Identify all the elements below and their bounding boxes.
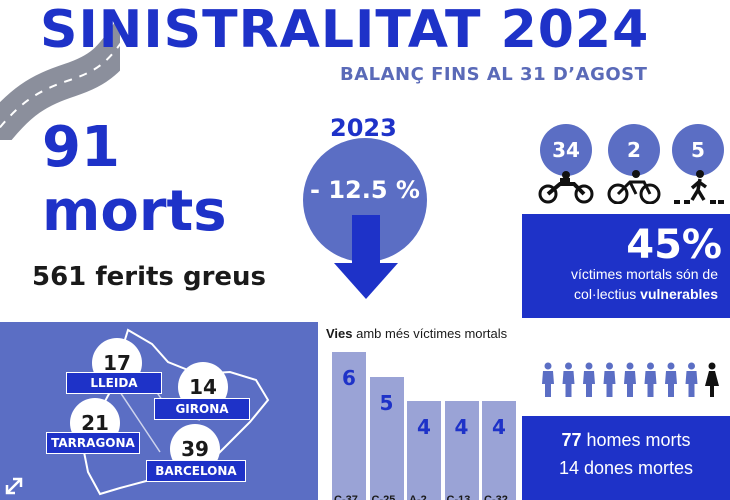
injured-count: 561 ferits greus	[32, 262, 267, 292]
pedestrian-count: 5	[672, 124, 724, 176]
roads-title-bold: Vies	[326, 326, 353, 341]
motorcycle-icon	[538, 171, 594, 204]
arrow-down-icon	[334, 215, 398, 299]
woman-icon	[705, 362, 719, 397]
bar-c-32	[482, 401, 516, 500]
expand-icon[interactable]	[4, 476, 24, 496]
man-icon	[665, 362, 677, 397]
province-map-panel: 17 LLEIDA 14 GIRONA 21 TARRAGONA 39 BARC…	[0, 322, 318, 500]
road-illustration	[0, 20, 120, 140]
bar-category-label: C-25	[371, 494, 396, 500]
bar-c-25	[369, 376, 404, 500]
man-icon	[685, 362, 698, 397]
men-number: 77	[561, 430, 582, 450]
man-icon	[583, 362, 595, 397]
man-icon	[603, 362, 616, 397]
roads-bar-chart: 6 C-37 5 C-25 4 A-2 4 C-13 4 C-32	[332, 344, 520, 500]
bar-value-label: 4	[454, 415, 469, 440]
man-icon	[542, 362, 554, 397]
roads-title-rest: amb més víctimes mortals	[352, 326, 508, 341]
comparison-year: 2023	[330, 114, 397, 142]
bicycle-icon	[607, 170, 661, 204]
page-subtitle: BALANÇ FINS AL 31 D’AGOST	[340, 64, 648, 85]
bar-c-13	[444, 401, 479, 500]
men-label: homes morts	[581, 430, 691, 450]
bicycle-count: 2	[608, 124, 660, 176]
gender-women: 14 dones mortes	[558, 458, 694, 478]
pedestrian-icon	[674, 170, 724, 204]
bar-category-label: A-2	[409, 494, 427, 500]
roads-chart-title: Vies amb més víctimes mortals	[326, 326, 507, 341]
vulnerable-text-bold: vulnerables	[640, 286, 718, 302]
vulnerable-text-line1: víctimes mortals són de	[570, 266, 718, 282]
bar-a-2	[407, 401, 441, 500]
vulnerable-panel: 45% víctimes mortals són de col·lectius …	[522, 214, 730, 318]
province-girona-label: GIRONA	[154, 398, 250, 420]
bar-category-label: C-37	[334, 494, 358, 500]
man-icon	[562, 362, 575, 397]
bar-c-37	[332, 352, 366, 500]
bar-category-label: C-13	[446, 494, 471, 500]
deaths-number: 91	[42, 115, 120, 180]
man-icon	[624, 362, 636, 397]
vulnerable-text-prefix: col·lectius	[574, 286, 641, 302]
vulnerable-text-line2: col·lectius vulnerables	[522, 284, 718, 304]
comparison-change: - 12.5 %	[310, 176, 420, 204]
province-barcelona-label: BARCELONA	[146, 460, 246, 482]
page-title: SINISTRALITAT 2024	[40, 0, 650, 60]
motorcycle-count: 34	[540, 124, 592, 176]
vulnerable-percent: 45%	[626, 222, 722, 268]
bar-value-label: 4	[417, 415, 431, 440]
gender-men: 77 homes morts	[522, 430, 730, 451]
people-icons	[542, 362, 719, 397]
bar-category-label: C-32	[484, 494, 508, 500]
gender-panel: 77 homes morts 14 dones mortes	[522, 416, 730, 500]
bar-value-label: 6	[342, 366, 356, 390]
province-tarragona-label: TARRAGONA	[46, 432, 140, 454]
bar-value-label: 5	[379, 390, 394, 415]
deaths-label: morts	[42, 179, 227, 244]
bar-value-label: 4	[492, 415, 506, 440]
man-icon	[644, 362, 657, 397]
vulnerable-text: víctimes mortals són de col·lectius vuln…	[522, 264, 718, 304]
province-lleida-label: LLEIDA	[66, 372, 162, 394]
